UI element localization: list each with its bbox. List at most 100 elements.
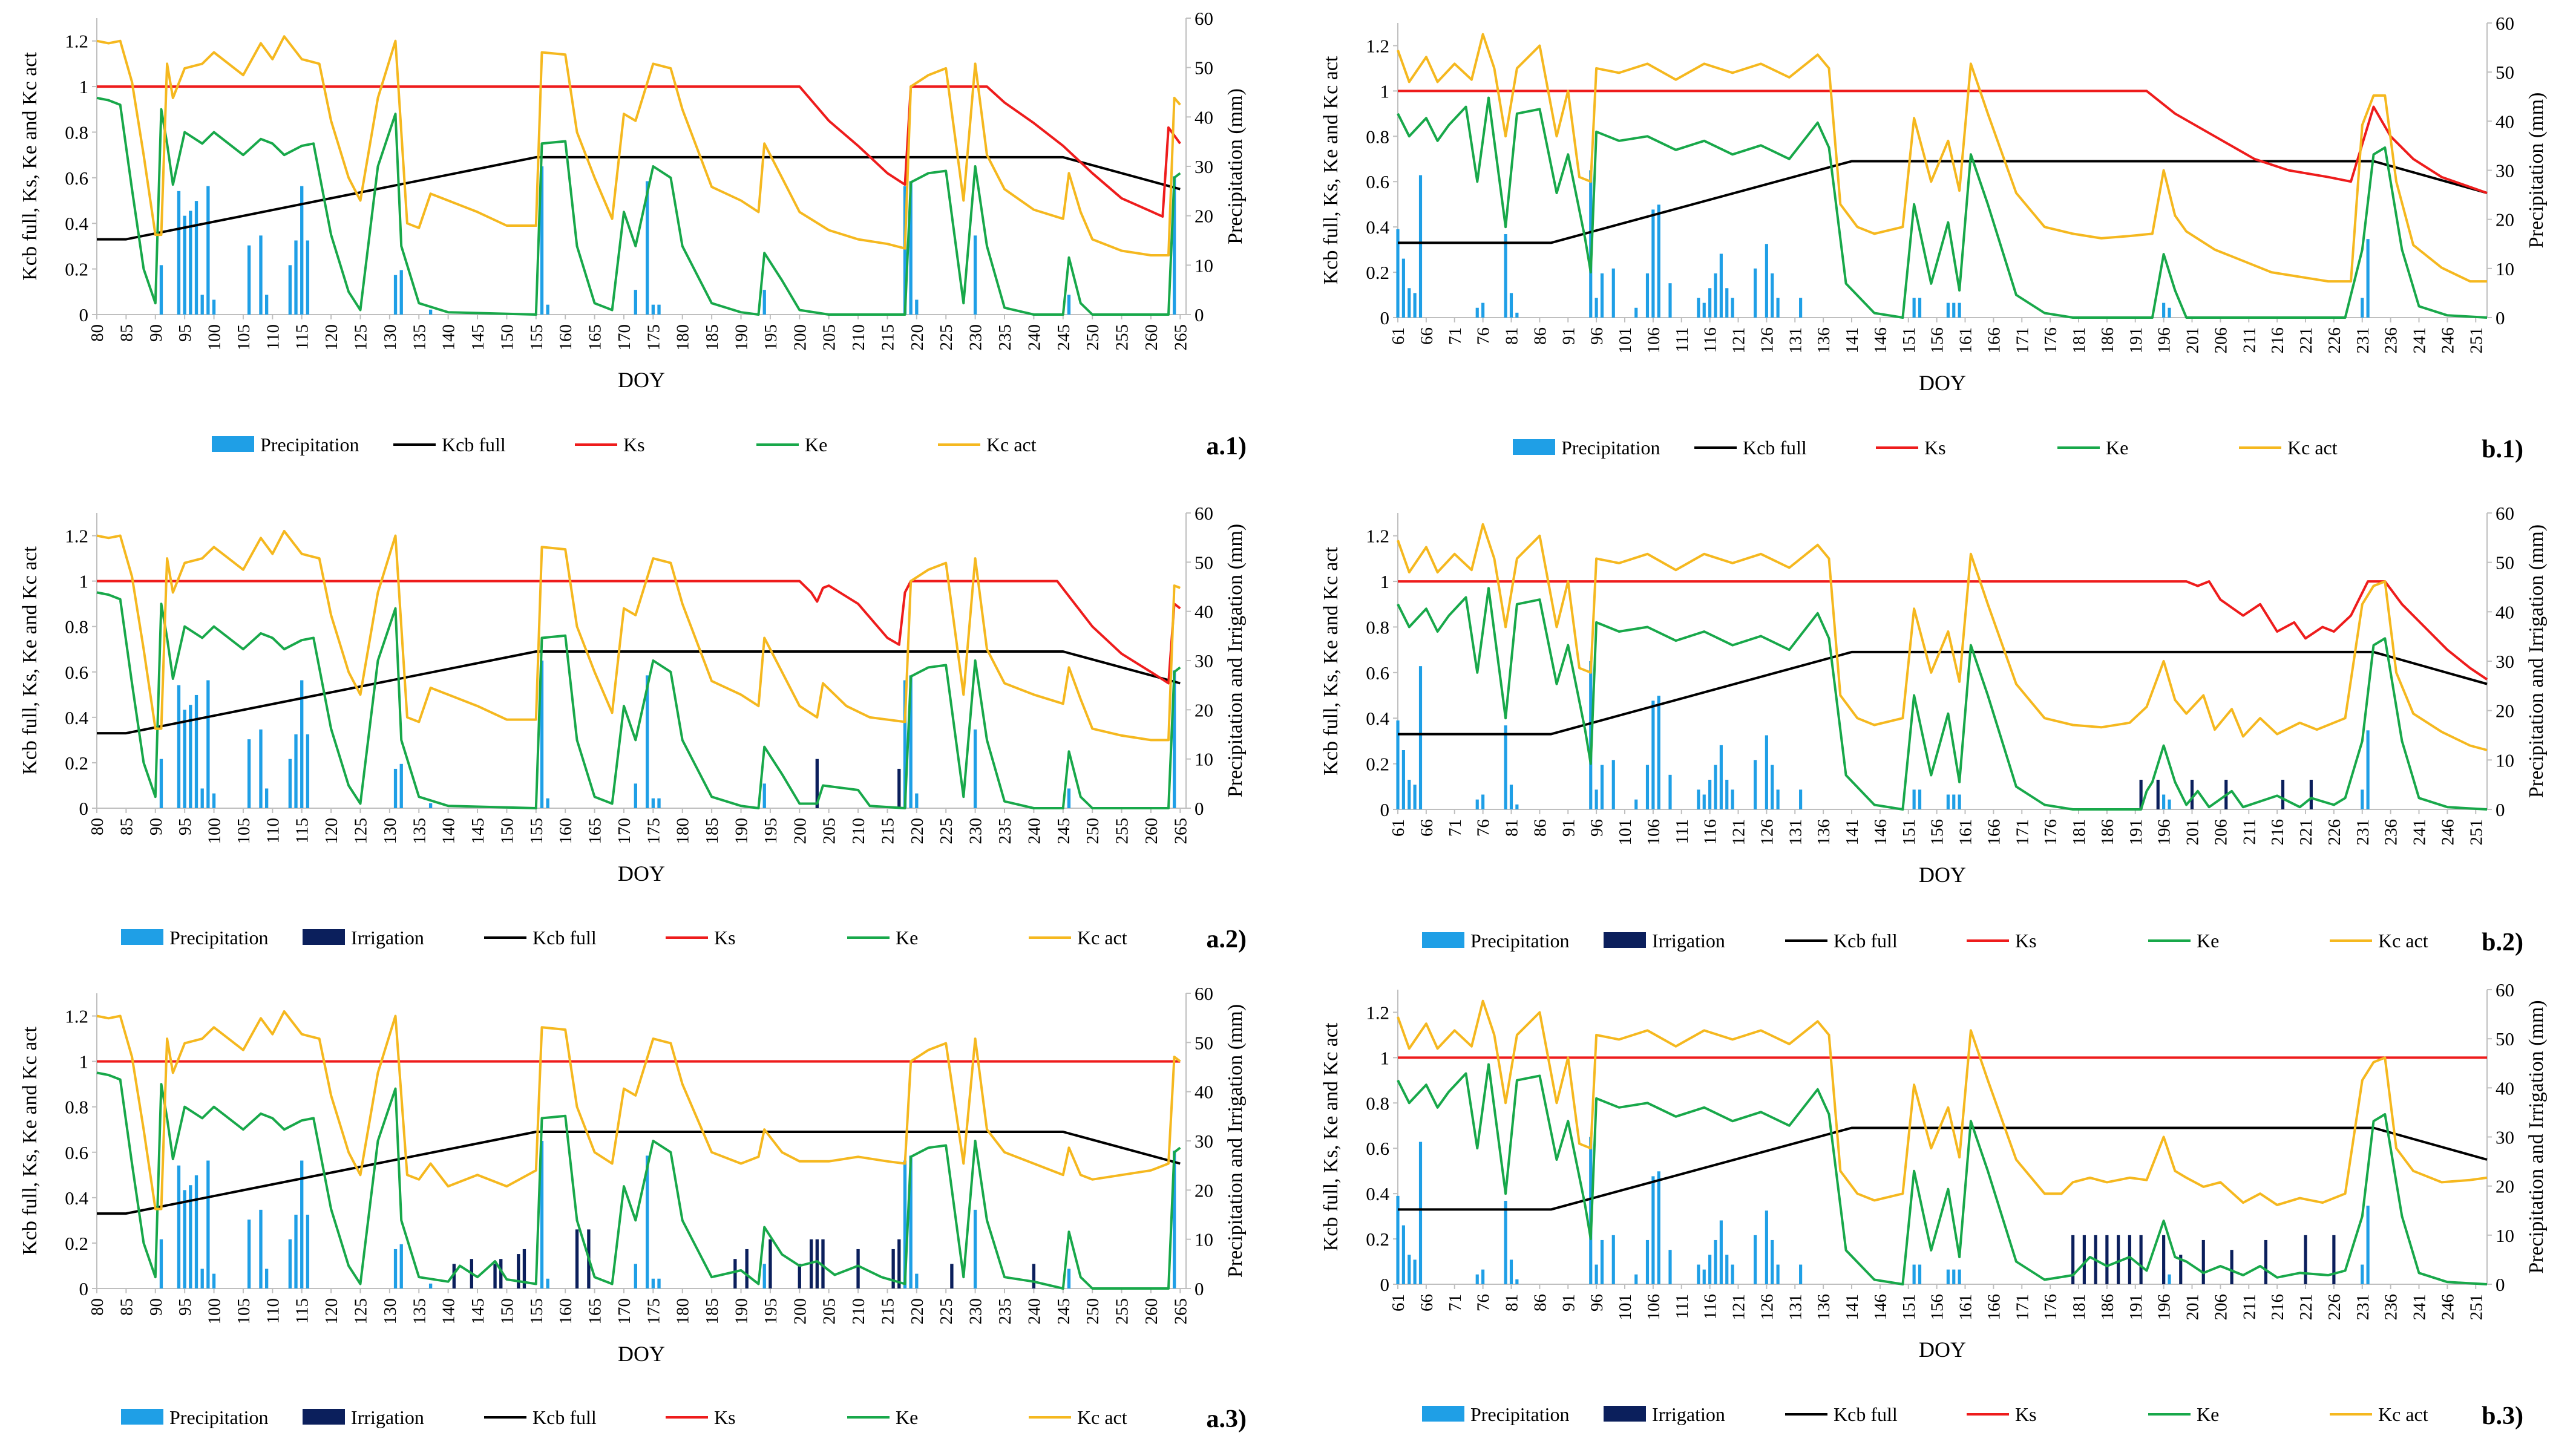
precipitation-bar	[1408, 780, 1411, 809]
y2-tick-label: 30	[2496, 651, 2514, 672]
x-tick-label: 71	[1446, 327, 1465, 345]
precipitation-bar	[1418, 666, 1423, 809]
x-tick-label: 76	[1474, 1294, 1493, 1311]
x-tick-label: 150	[497, 818, 517, 844]
legend-label-kc-act: Kc act	[1077, 1406, 1127, 1428]
irrigation-bar	[897, 1239, 901, 1288]
legend-label-kcb-full: Kcb full	[1834, 930, 1898, 952]
x-tick-label: 255	[1113, 1298, 1132, 1325]
x-tick-label: 175	[644, 1298, 663, 1325]
y-tick-label: 0	[79, 304, 89, 325]
precipitation-bar	[159, 1239, 163, 1288]
precipitation-bar	[1418, 175, 1423, 318]
precipitation-bar	[206, 1160, 210, 1288]
x-tick-label: 165	[586, 1298, 605, 1325]
precipitation-bar	[657, 798, 661, 808]
x-tick-label: 230	[966, 818, 986, 844]
precipitation-bar	[1408, 288, 1411, 318]
chart-panel-b3: 0 0.2 0.4 0.6 0.8 1 1.2 0 10 20 30 40 50 60 61 66 71 76 81…	[1320, 979, 2548, 1430]
x-tick-label: 61	[1389, 327, 1408, 345]
x-tick-label: 105	[234, 324, 254, 351]
x-tick-label: 176	[2041, 1294, 2060, 1321]
legend-swatch-precipitation	[1422, 1406, 1464, 1422]
precipitation-bar	[1396, 720, 1400, 809]
x-tick-label: 116	[1701, 1294, 1720, 1319]
x-tick-label: 246	[2438, 1294, 2457, 1321]
chart-panel-b2: 0 0.2 0.4 0.6 0.8 1 1.2 0 10 20 30 40 50 60 61 66 71 76 81…	[1320, 503, 2548, 956]
x-tick-label: 135	[410, 818, 429, 844]
precipitation-bar	[247, 245, 251, 315]
y-tick-label: 0.2	[1366, 754, 1389, 775]
y-axis-title: Kcb full, Ks, Ke and Kc act	[1320, 1022, 1342, 1251]
x-tick-label: 191	[2126, 327, 2146, 354]
legend-label-ks: Ks	[623, 434, 645, 456]
precipitation-bar	[634, 290, 637, 315]
x-tick-label: 205	[820, 818, 839, 844]
x-tick-label: 181	[2070, 819, 2089, 846]
precipitation-bar	[306, 1215, 310, 1288]
x-tick-label: 215	[878, 324, 897, 351]
precipitation-bar	[1958, 1269, 1961, 1284]
x-tick-label: 235	[995, 1298, 1015, 1325]
y-tick-label: 0.4	[1366, 1183, 1389, 1204]
legend-label-ks: Ks	[714, 1406, 736, 1428]
precipitation-bar	[1515, 312, 1519, 318]
chart-panel-a1: 0 0.2 0.4 0.6 0.8 1 1.2 0 10 20 30 40 50 60 80 85 90 95 10…	[19, 8, 1247, 460]
x-tick-label: 71	[1446, 819, 1465, 837]
y2-tick-label: 50	[2496, 1028, 2514, 1050]
irrigation-bar	[815, 759, 819, 808]
precipitation-bar	[194, 694, 198, 808]
precipitation-bar	[428, 309, 433, 315]
precipitation-bar	[1396, 229, 1400, 318]
panel-label: a.2)	[1207, 926, 1247, 953]
precipitation-bar	[1651, 701, 1655, 809]
y-tick-label: 1.2	[1366, 526, 1389, 547]
precipitation-bar	[1396, 1195, 1400, 1284]
x-axis-title: DOY	[1919, 1337, 1966, 1362]
precipitation-bar	[634, 783, 637, 808]
legend-label-precipitation: Precipitation	[260, 434, 359, 456]
precipitation-bar	[651, 304, 655, 315]
y-tick-label: 1.2	[1366, 1002, 1389, 1023]
y-axis-title: Kcb full, Ks, Ke and Kc act	[19, 1027, 41, 1255]
x-tick-label: 81	[1503, 327, 1522, 345]
x-tick-label: 101	[1616, 819, 1635, 846]
x-tick-label: 225	[937, 1298, 956, 1325]
precipitation-bar	[1765, 244, 1768, 318]
panel-label: b.1)	[2482, 436, 2523, 463]
precipitation-bar	[1776, 789, 1780, 809]
irrigation-bar	[2117, 1235, 2120, 1284]
x-tick-label: 230	[966, 1298, 986, 1325]
precipitation-bar	[1481, 302, 1485, 318]
precipitation-bar	[546, 798, 549, 808]
precipitation-bar	[1600, 1239, 1604, 1284]
y2-tick-label: 20	[2496, 701, 2514, 722]
x-tick-label: 136	[1814, 327, 1834, 354]
precipitation-bar	[1651, 209, 1655, 318]
x-tick-label: 195	[761, 818, 781, 844]
precipitation-bar	[1714, 273, 1717, 318]
irrigation-bar	[2139, 780, 2143, 809]
x-tick-label: 111	[1673, 819, 1692, 844]
precipitation-bar	[1611, 1235, 1615, 1284]
precipitation-bar	[909, 1155, 913, 1288]
precipitation-bar	[1918, 789, 1922, 809]
precipitation-bar	[1509, 785, 1513, 809]
x-tick-label: 100	[205, 324, 224, 351]
precipitation-bar	[1657, 696, 1660, 809]
y-axis-title: Kcb full, Ks, Ke and Kc act	[19, 546, 41, 775]
x-tick-label: 96	[1587, 819, 1607, 837]
x-tick-label: 100	[205, 818, 224, 844]
y-tick-label: 1	[79, 1051, 89, 1073]
precipitation-bar	[1799, 1264, 1803, 1284]
x-tick-label: 206	[2211, 1294, 2230, 1321]
x-tick-label: 226	[2325, 327, 2344, 354]
series-line-kcb-full	[97, 1131, 1181, 1215]
precipitation-bar	[159, 265, 163, 315]
x-tick-label: 250	[1083, 818, 1103, 844]
precipitation-bar	[762, 1264, 766, 1288]
precipitation-bar	[903, 186, 907, 315]
x-tick-label: 240	[1024, 1298, 1044, 1325]
x-tick-label: 231	[2353, 327, 2373, 354]
